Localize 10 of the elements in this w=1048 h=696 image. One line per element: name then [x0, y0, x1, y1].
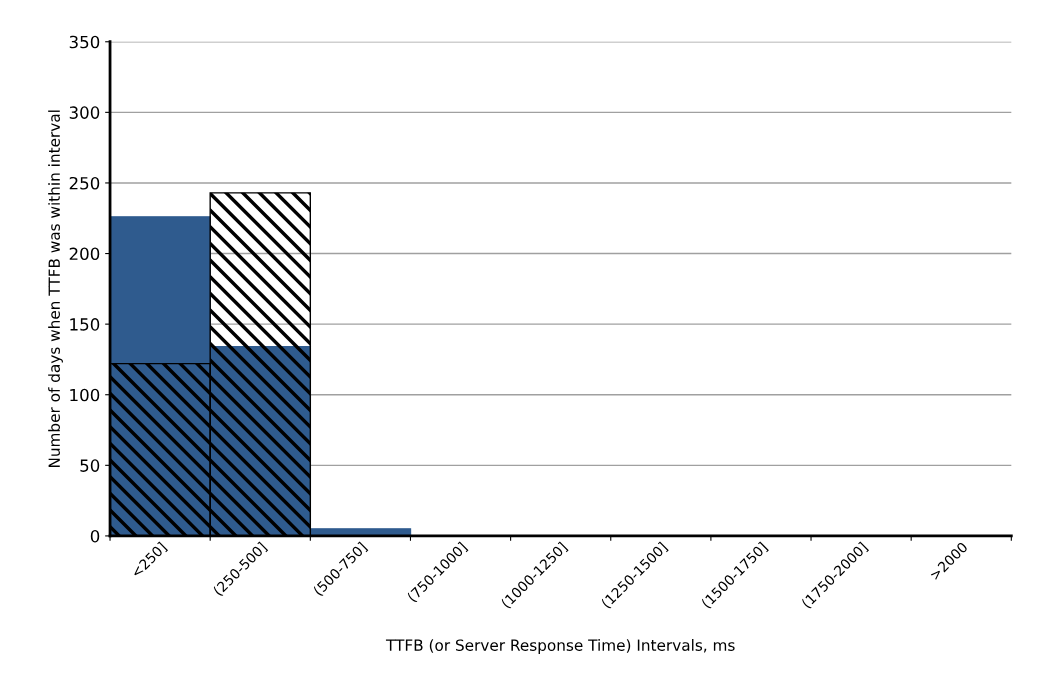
y-tick-label: 50	[80, 459, 100, 472]
y-tick-label: 300	[69, 106, 100, 119]
y-tick-label: 150	[70, 318, 100, 331]
x-axis-title: TTFB (or Server Response Time) Intervals, ms	[385, 639, 735, 654]
y-tick-label: 0	[90, 529, 100, 543]
y-axis-title: Number of days when TTFB was within interval	[48, 110, 63, 468]
y-tick-label: 100	[70, 388, 100, 402]
y-tick-label: 350	[69, 35, 100, 49]
y-tick-label: 250	[69, 176, 100, 190]
y-tick-label: 200	[69, 247, 100, 261]
